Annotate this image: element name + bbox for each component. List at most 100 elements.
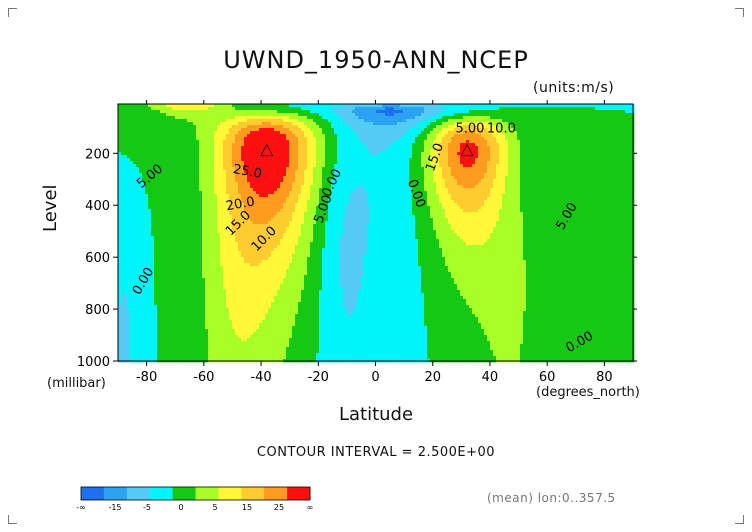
heatmap-cell	[157, 149, 161, 153]
heatmap-cell	[247, 107, 251, 111]
heatmap-cell	[220, 155, 224, 159]
heatmap-cell	[145, 275, 149, 279]
heatmap-cell	[265, 239, 269, 243]
heatmap-cell	[280, 218, 284, 222]
heatmap-cell	[178, 251, 182, 255]
heatmap-cell	[220, 305, 224, 309]
heatmap-cell	[145, 110, 149, 114]
heatmap-cell	[118, 236, 122, 240]
heatmap-cell	[157, 236, 161, 240]
heatmap-cell	[166, 221, 170, 225]
heatmap-cell	[199, 248, 203, 252]
heatmap-cell	[220, 173, 224, 177]
heatmap-cell	[151, 173, 155, 177]
heatmap-cell	[187, 305, 191, 309]
heatmap-cell	[280, 164, 284, 168]
heatmap-cell	[124, 173, 128, 177]
heatmap-cell	[253, 200, 257, 204]
heatmap-cell	[250, 233, 254, 237]
heatmap-cell	[178, 185, 182, 189]
heatmap-cell	[238, 137, 242, 141]
heatmap-cell	[172, 116, 176, 120]
heatmap-cell	[145, 329, 149, 333]
heatmap-cell	[160, 227, 164, 231]
heatmap-cell	[154, 104, 158, 108]
heatmap-cell	[136, 221, 140, 225]
heatmap-cell	[175, 281, 179, 285]
heatmap-cell	[256, 287, 260, 291]
heatmap-cell	[286, 272, 290, 276]
heatmap-cell	[190, 212, 194, 216]
heatmap-cell	[172, 260, 176, 264]
heatmap-cell	[202, 269, 206, 273]
heatmap-cell	[232, 215, 236, 219]
heatmap-cell	[208, 344, 212, 348]
heatmap-cell	[226, 230, 230, 234]
heatmap-cell	[172, 293, 176, 297]
heatmap-cell	[178, 143, 182, 147]
heatmap-cell	[136, 356, 140, 360]
heatmap-cell	[265, 155, 269, 159]
heatmap-cell	[250, 353, 254, 357]
heatmap-cell	[190, 293, 194, 297]
heatmap-cell	[160, 296, 164, 300]
heatmap-cell	[154, 239, 158, 243]
heatmap-cell	[151, 254, 155, 258]
heatmap-cell	[271, 332, 275, 336]
heatmap-cell	[178, 134, 182, 138]
heatmap-cell	[256, 233, 260, 237]
heatmap-cell	[199, 164, 203, 168]
heatmap-cell	[232, 233, 236, 237]
heatmap-cell	[157, 242, 161, 246]
heatmap-cell	[196, 179, 200, 183]
heatmap-cell	[211, 239, 215, 243]
heatmap-cell	[217, 275, 221, 279]
heatmap-cell	[139, 149, 143, 153]
heatmap-cell	[124, 338, 128, 342]
heatmap-cell	[208, 179, 212, 183]
heatmap-cell	[286, 119, 290, 123]
heatmap-cell	[271, 182, 275, 186]
heatmap-cell	[274, 236, 278, 240]
heatmap-cell	[238, 341, 242, 345]
heatmap-cell	[220, 143, 224, 147]
heatmap-cell	[154, 290, 158, 294]
heatmap-cell	[235, 137, 239, 141]
heatmap-cell	[259, 320, 263, 324]
heatmap-cell	[235, 251, 239, 255]
heatmap-cell	[127, 278, 131, 282]
heatmap-cell	[184, 233, 188, 237]
heatmap-cell	[289, 236, 293, 240]
heatmap-cell	[253, 149, 257, 153]
heatmap-cell	[259, 296, 263, 300]
heatmap-cell	[235, 233, 239, 237]
heatmap-cell	[121, 236, 125, 240]
heatmap-cell	[190, 137, 194, 141]
heatmap-cell	[232, 293, 236, 297]
heatmap-cell	[220, 293, 224, 297]
heatmap-cell	[253, 158, 257, 162]
heatmap-cell	[199, 281, 203, 285]
heatmap-cell	[220, 263, 224, 267]
heatmap-cell	[166, 230, 170, 234]
heatmap-cell	[211, 107, 215, 111]
heatmap-cell	[139, 140, 143, 144]
heatmap-cell	[172, 317, 176, 321]
heatmap-cell	[250, 158, 254, 162]
heatmap-cell	[196, 140, 200, 144]
heatmap-cell	[181, 134, 185, 138]
heatmap-cell	[127, 146, 131, 150]
heatmap-cell	[190, 179, 194, 183]
heatmap-cell	[163, 122, 167, 126]
heatmap-cell	[124, 323, 128, 327]
heatmap-cell	[283, 296, 287, 300]
heatmap-cell	[253, 338, 257, 342]
heatmap-cell	[148, 209, 152, 213]
heatmap-cell	[277, 161, 281, 165]
heatmap-cell	[193, 137, 197, 141]
heatmap-cell	[268, 137, 272, 141]
heatmap-cell	[127, 221, 131, 225]
heatmap-cell	[205, 287, 209, 291]
heatmap-cell	[145, 161, 149, 165]
heatmap-cell	[136, 287, 140, 291]
